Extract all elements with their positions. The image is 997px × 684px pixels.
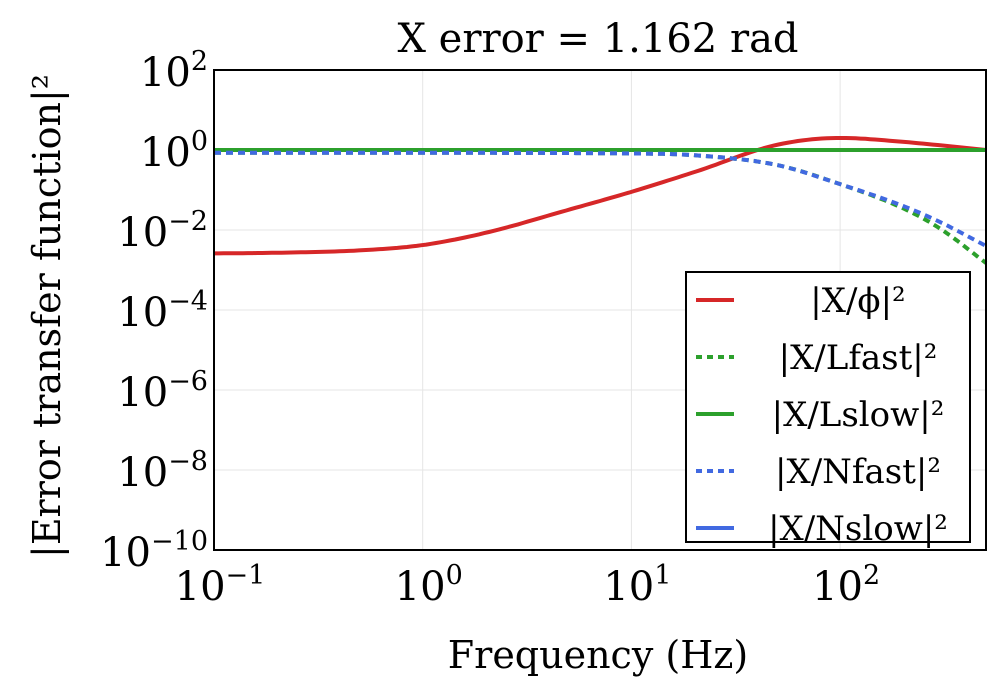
legend-label: |X/Nslow|² [768, 509, 948, 549]
x-tick-label: 101 [603, 560, 671, 610]
legend-label: |X/Lslow|² [772, 395, 945, 435]
x-axis-label: Frequency (Hz) [448, 633, 748, 677]
x-tick-labels: 10−1 100 101 102 [175, 560, 881, 610]
y-tick-label: 10−10 [100, 526, 208, 576]
y-tick-label: 10−4 [117, 286, 208, 336]
legend: |X/ϕ|² |X/Lfast|² |X/Lslow|² |X/Nfast|² |X/N… [685, 271, 971, 549]
plot-lines [214, 136, 988, 265]
series-line [214, 150, 987, 248]
legend-label: |X/Lfast|² [779, 338, 938, 378]
y-tick-label: 102 [140, 46, 208, 96]
y-tick-label: 10−8 [117, 446, 208, 496]
series-line [214, 150, 988, 265]
y-tick-label: 100 [140, 126, 208, 176]
chart-title: X error = 1.162 rad [397, 16, 798, 62]
x-tick-label: 10−1 [175, 560, 266, 610]
legend-box [685, 271, 971, 543]
x-tick-label: 100 [395, 560, 463, 610]
x-tick-label: 102 [812, 560, 880, 610]
y-tick-labels: 102 100 10−2 10−4 10−6 10−8 10−10 [100, 46, 208, 576]
series-line [214, 136, 987, 256]
y-tick-label: 10−2 [117, 206, 208, 256]
y-axis-label: |Error transfer function|² [25, 74, 69, 558]
plot-frame [213, 69, 987, 551]
legend-label: |X/ϕ|² [810, 281, 905, 321]
y-tick-label: 10−6 [117, 366, 208, 416]
legend-label: |X/Nfast|² [775, 452, 941, 492]
